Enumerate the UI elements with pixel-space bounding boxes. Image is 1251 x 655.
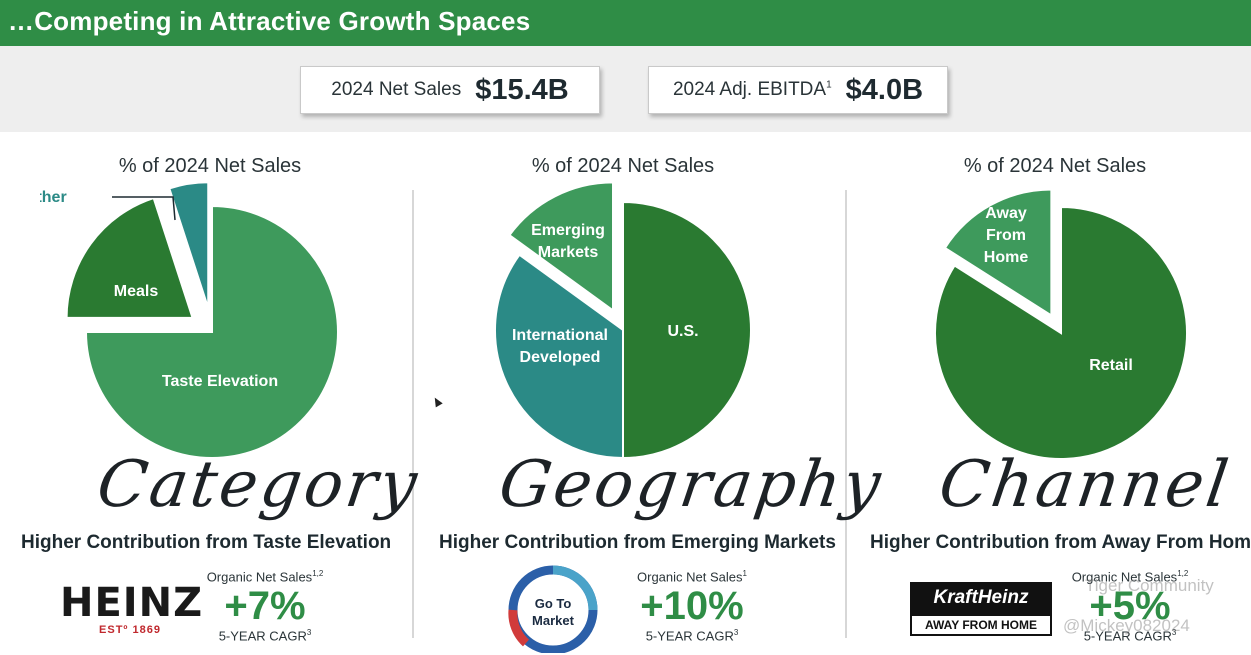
kpi-value: $15.4B — [475, 73, 569, 106]
gtm-line2: Market — [532, 613, 575, 628]
kh-afh: AWAY FROM HOME — [910, 614, 1052, 636]
metric-channel: Organic Net Sales1,2 +5% 5-YEAR CAGR3 — [1060, 569, 1200, 644]
slice-label-international-developed: International — [512, 327, 608, 344]
kpi-band: 2024 Net Sales $15.4B 2024 Adj. EBITDA1 … — [0, 46, 1251, 132]
slice-label-meals: Meals — [114, 283, 159, 300]
metric-geography: Organic Net Sales1 +10% 5-YEAR CAGR3 — [622, 569, 762, 644]
kh-wordmark: KraftHeinz — [910, 582, 1052, 614]
kpi-value: $4.0B — [845, 73, 924, 106]
mouse-cursor-icon — [431, 395, 443, 408]
gtm-line1: Go To — [535, 596, 572, 611]
slice-label-international-developed: Developed — [520, 349, 601, 366]
pie-slice-meals — [65, 196, 194, 319]
gtm-center — [523, 580, 583, 640]
channel-pie-chart: Retail Away From Home — [934, 188, 1188, 460]
metric-label: Organic Net Sales1,2 — [206, 569, 324, 585]
pie-slice-retail — [934, 205, 1188, 460]
go-to-market-logo: Go To Market — [508, 565, 598, 653]
pie-slice-emerging-markets — [508, 181, 615, 313]
metric-value: +7% — [224, 584, 306, 629]
pie-slice-u-s- — [622, 200, 752, 460]
metric-foot: 5-YEAR CAGR3 — [218, 628, 312, 644]
metric-foot: 5-YEAR CAGR3 — [645, 628, 739, 644]
metric-label: Organic Net Sales1,2 — [1071, 569, 1189, 585]
slice-label-away-from-home: Home — [984, 249, 1029, 266]
slice-label-emerging-markets: Emerging — [531, 222, 605, 239]
contribution-category: Higher Contribution from Taste Elevation — [21, 532, 392, 553]
contribution-channel: Higher Contribution from Away From Home — [870, 532, 1251, 553]
slice-label-retail: Retail — [1089, 357, 1133, 374]
gtm-ring-accent — [552, 565, 598, 611]
pie-slice-taste-elevation — [84, 204, 339, 459]
slice-label-emerging-markets: Markets — [538, 244, 599, 261]
kpi-ebitda: 2024 Adj. EBITDA1 $4.0B — [648, 66, 948, 114]
metric-value: +5% — [1089, 584, 1171, 629]
pane-title-geography: % of 2024 Net Sales — [531, 155, 715, 177]
slice-label-u-s-: U.S. — [667, 323, 698, 340]
metric-value: +10% — [640, 584, 744, 629]
pie-slice-international-developed — [494, 253, 624, 460]
metric-label: Organic Net Sales1 — [637, 569, 747, 585]
kraftheinz-afh-logo: KraftHeinz AWAY FROM HOME — [910, 582, 1052, 640]
pane-title-category: % of 2024 Net Sales — [118, 155, 302, 177]
heinz-logo: HEINZ ESTº 1869 — [60, 580, 204, 636]
title-bar: …Competing in Attractive Growth Spaces — [0, 0, 1251, 46]
watermark-line1: Tiger Community — [1085, 576, 1214, 595]
slice-label-other: Other — [40, 189, 67, 206]
kpi-label: 2024 Adj. EBITDA1 — [672, 79, 832, 100]
leader-line-other — [112, 196, 176, 221]
slice-label-away-from-home: Away — [985, 205, 1027, 222]
metric-category: Organic Net Sales1,2 +7% 5-YEAR CAGR3 — [195, 569, 335, 644]
page-title: …Competing in Attractive Growth Spaces — [8, 6, 531, 36]
contribution-geography: Higher Contribution from Emerging Market… — [439, 532, 836, 553]
slice-label-away-from-home: From — [986, 227, 1026, 244]
script-word-geography: Geography — [494, 448, 888, 522]
slice-label-taste-elevation: Taste Elevation — [162, 373, 278, 390]
metric-foot: 5-YEAR CAGR3 — [1083, 628, 1177, 644]
heinz-wordmark: HEINZ — [60, 580, 204, 626]
script-word-channel: Channel — [934, 448, 1236, 522]
kpi-label: 2024 Net Sales — [331, 79, 462, 100]
divider — [412, 190, 414, 638]
kpi-net-sales: 2024 Net Sales $15.4B — [300, 66, 600, 114]
pane-title-channel: % of 2024 Net Sales — [963, 155, 1147, 177]
gtm-ring-red — [508, 609, 530, 647]
watermark-line2: @Mickey082024 — [1063, 616, 1190, 635]
pie-slice-away-from-home — [943, 188, 1053, 318]
category-pie-chart: Taste Elevation Meals Other — [40, 181, 339, 459]
pie-slice-other — [168, 181, 210, 309]
heinz-est: ESTº 1869 — [99, 624, 161, 636]
script-word-category: Category — [92, 448, 425, 522]
divider — [845, 190, 847, 638]
geography-pie-chart: U.S. International Developed Emerging Market… — [494, 181, 752, 460]
